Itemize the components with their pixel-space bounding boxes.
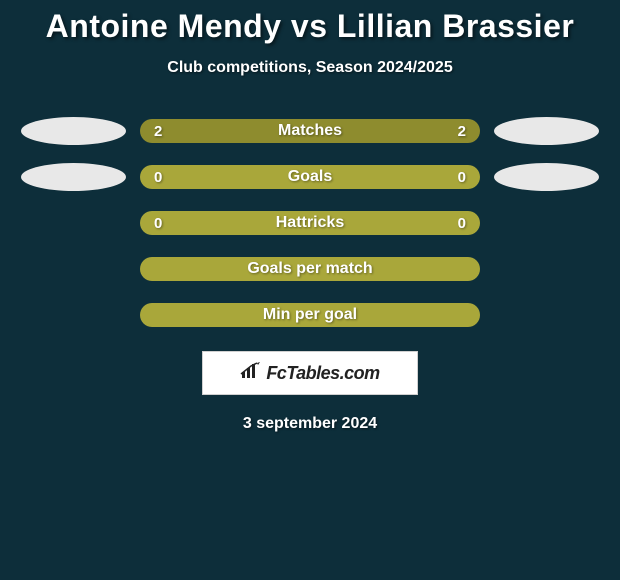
stat-row: Goals per match — [0, 257, 620, 281]
left-bubble — [21, 117, 126, 145]
page-title: Antoine Mendy vs Lillian Brassier — [0, 0, 620, 45]
page-subtitle: Club competitions, Season 2024/2025 — [0, 59, 620, 77]
logo-box: FcTables.com — [202, 351, 418, 395]
stat-bar: Goals per match — [140, 257, 480, 281]
stat-bar: 2Matches2 — [140, 119, 480, 143]
stat-label: Matches — [140, 122, 480, 140]
stat-bar: 0Hattricks0 — [140, 211, 480, 235]
stat-row: 2Matches2 — [0, 119, 620, 143]
stats-container: 2Matches2 0Goals0 0Hattricks0 Goals per mat… — [0, 119, 620, 327]
stat-row: 0Hattricks0 — [0, 211, 620, 235]
bar-chart-icon — [240, 362, 262, 385]
stat-label: Hattricks — [140, 214, 480, 232]
stat-row: Min per goal — [0, 303, 620, 327]
right-bubble — [494, 163, 599, 191]
date-label: 3 september 2024 — [0, 415, 620, 433]
stat-label: Goals — [140, 168, 480, 186]
stat-bar: Min per goal — [140, 303, 480, 327]
stat-bar: 0Goals0 — [140, 165, 480, 189]
right-bubble — [494, 117, 599, 145]
stat-label: Goals per match — [140, 260, 480, 278]
stat-row: 0Goals0 — [0, 165, 620, 189]
logo-text: FcTables.com — [266, 363, 379, 384]
left-bubble — [21, 163, 126, 191]
stat-label: Min per goal — [140, 306, 480, 324]
